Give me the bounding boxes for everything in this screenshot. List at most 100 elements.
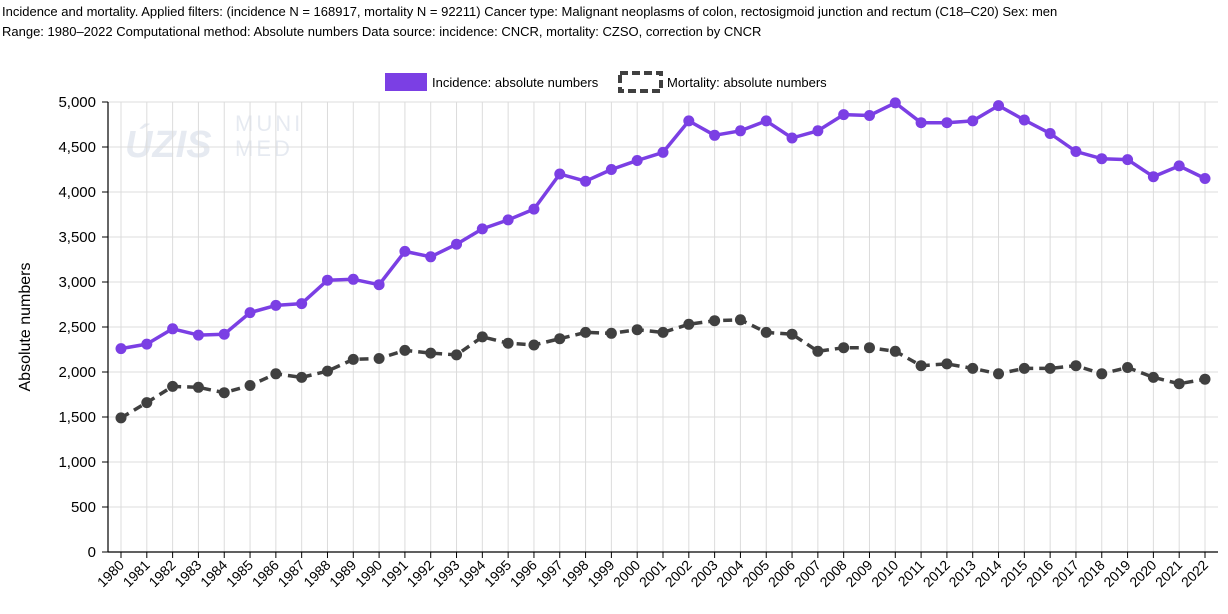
data-point[interactable]: [502, 214, 514, 226]
data-point[interactable]: [760, 326, 772, 338]
data-point[interactable]: [554, 333, 566, 345]
data-point[interactable]: [889, 97, 901, 109]
data-point[interactable]: [167, 323, 179, 335]
data-point[interactable]: [554, 168, 566, 180]
data-point[interactable]: [425, 347, 437, 359]
data-point[interactable]: [941, 117, 953, 129]
data-point[interactable]: [1018, 114, 1030, 126]
data-point[interactable]: [373, 353, 385, 364]
watermark-med: MED: [235, 136, 293, 161]
data-point[interactable]: [218, 387, 230, 399]
data-point[interactable]: [1122, 154, 1134, 166]
data-point[interactable]: [1147, 171, 1159, 183]
data-point[interactable]: [786, 132, 798, 144]
data-point[interactable]: [244, 380, 256, 391]
legend-swatch-incidence[interactable]: [385, 73, 427, 91]
data-point[interactable]: [605, 327, 617, 339]
data-point[interactable]: [657, 326, 669, 338]
data-point[interactable]: [709, 315, 721, 327]
legend-label-mortality: Mortality: absolute numbers: [667, 75, 827, 90]
data-point[interactable]: [812, 125, 824, 137]
data-point[interactable]: [863, 342, 875, 354]
data-point[interactable]: [1070, 146, 1082, 157]
data-point[interactable]: [192, 381, 204, 393]
data-point[interactable]: [1096, 153, 1108, 165]
data-point[interactable]: [1122, 362, 1134, 373]
data-point[interactable]: [941, 358, 953, 370]
data-point[interactable]: [476, 223, 488, 235]
x-tick-label: 1985: [223, 557, 256, 590]
data-point[interactable]: [528, 203, 540, 215]
data-point[interactable]: [1173, 378, 1185, 390]
data-point[interactable]: [683, 318, 695, 330]
data-point[interactable]: [812, 345, 824, 357]
data-point[interactable]: [760, 115, 772, 127]
data-point[interactable]: [244, 307, 256, 319]
data-point[interactable]: [1044, 128, 1056, 139]
data-point[interactable]: [502, 337, 514, 349]
x-tick-label: 1996: [507, 557, 540, 590]
data-point[interactable]: [321, 274, 333, 286]
data-point[interactable]: [1173, 160, 1185, 172]
data-point[interactable]: [734, 125, 746, 137]
data-point[interactable]: [296, 371, 308, 383]
data-point[interactable]: [967, 115, 979, 127]
data-point[interactable]: [889, 345, 901, 357]
data-point[interactable]: [451, 238, 463, 250]
data-point[interactable]: [709, 129, 721, 141]
x-tick-label: 1983: [171, 557, 204, 590]
data-point[interactable]: [993, 368, 1005, 380]
data-point[interactable]: [1199, 173, 1211, 184]
data-point[interactable]: [296, 298, 308, 310]
y-tick-label: 3,500: [58, 229, 96, 246]
data-point[interactable]: [915, 117, 927, 129]
data-point[interactable]: [321, 365, 333, 377]
data-point[interactable]: [399, 344, 411, 356]
data-point[interactable]: [580, 326, 592, 338]
data-point[interactable]: [786, 328, 798, 340]
data-point[interactable]: [1044, 362, 1056, 374]
data-point[interactable]: [451, 349, 463, 361]
data-point[interactable]: [192, 329, 204, 341]
data-point[interactable]: [476, 331, 488, 343]
data-point[interactable]: [967, 362, 979, 374]
y-tick-label: 4,000: [58, 184, 96, 201]
data-point[interactable]: [141, 338, 153, 350]
data-point[interactable]: [683, 115, 695, 127]
data-point[interactable]: [1199, 373, 1211, 385]
data-point[interactable]: [863, 110, 875, 121]
data-point[interactable]: [1096, 368, 1108, 380]
data-point[interactable]: [1018, 362, 1030, 374]
data-point[interactable]: [399, 245, 411, 257]
data-point[interactable]: [373, 279, 385, 291]
x-axis-ticks: 1980198119821983198419851986198719881989…: [94, 552, 1211, 590]
data-point[interactable]: [528, 339, 540, 351]
data-point[interactable]: [838, 342, 850, 354]
data-point[interactable]: [425, 251, 437, 263]
x-tick-label: 2021: [1152, 557, 1185, 590]
data-point[interactable]: [115, 412, 127, 424]
data-point[interactable]: [270, 299, 282, 311]
data-point[interactable]: [631, 155, 643, 166]
data-point[interactable]: [270, 368, 282, 380]
data-point[interactable]: [993, 100, 1005, 112]
x-tick-label: 2018: [1075, 557, 1108, 590]
data-point[interactable]: [218, 328, 230, 340]
data-point[interactable]: [734, 314, 746, 326]
data-point[interactable]: [605, 164, 617, 175]
data-point[interactable]: [167, 380, 179, 392]
data-point[interactable]: [915, 360, 927, 372]
x-tick-label: 2008: [816, 557, 849, 590]
data-point[interactable]: [141, 397, 153, 409]
data-point[interactable]: [580, 175, 592, 187]
legend-swatch-mortality[interactable]: [618, 71, 663, 93]
data-point[interactable]: [347, 273, 359, 285]
data-point[interactable]: [631, 324, 643, 336]
data-point[interactable]: [838, 109, 850, 121]
data-point[interactable]: [657, 146, 669, 158]
data-point[interactable]: [1070, 360, 1082, 372]
data-point[interactable]: [115, 343, 127, 355]
filter-summary-line-1: Incidence and mortality. Applied filters…: [2, 4, 1058, 19]
data-point[interactable]: [347, 353, 359, 365]
data-point[interactable]: [1147, 371, 1159, 383]
